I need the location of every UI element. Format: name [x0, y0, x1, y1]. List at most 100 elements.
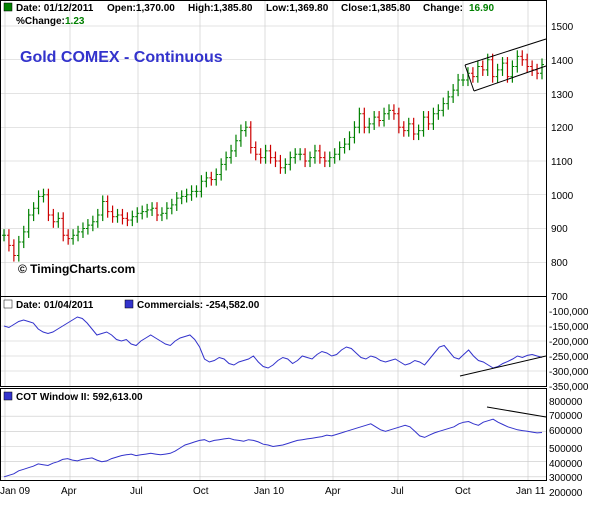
x-tick: Jan 09 — [0, 486, 30, 497]
ohlc-bar — [194, 185, 199, 198]
ohlc-bar — [105, 195, 110, 218]
commercials-line — [3, 316, 543, 369]
ohlc-bar — [174, 192, 179, 211]
ohlc-bar — [199, 175, 204, 198]
cot-y-tick: 400000 — [549, 459, 583, 470]
ohlc-bar — [258, 148, 263, 164]
ohlc-bar — [71, 229, 76, 245]
ohlc-bar — [308, 151, 313, 168]
ohlc-bar — [411, 117, 416, 141]
ohlc-bar — [164, 202, 169, 220]
ohlc-bar — [85, 219, 90, 235]
cot-window-line — [3, 418, 543, 478]
ohlc-bar — [46, 188, 51, 222]
ohlc-bar — [66, 229, 71, 245]
price-y-axis: 1500 1400 1300 1200 1100 1000 900 800 70… — [551, 22, 574, 303]
commercials-trend-line — [459, 355, 547, 377]
header-low: Low:1,369.80 — [266, 3, 329, 14]
header-date: Date: 01/12/2011 — [16, 3, 94, 14]
ohlc-bar — [110, 205, 115, 223]
ohlc-bar — [80, 222, 85, 238]
ohlc-bar — [150, 202, 155, 217]
cot-y-tick: 300000 — [549, 473, 583, 484]
ohlc-bar — [273, 151, 278, 168]
price-y-tick: 900 — [551, 224, 568, 235]
commercials-label: Commercials: -254,582.00 — [137, 300, 260, 311]
ohlc-bar — [100, 195, 105, 222]
ohlc-bar — [441, 97, 446, 117]
ohlc-bar — [293, 148, 298, 164]
channel-left — [464, 64, 475, 92]
ohlc-bar — [451, 84, 456, 103]
ohlc-bar — [26, 208, 31, 238]
ohlc-bar — [401, 121, 406, 137]
ohlc-bar — [16, 235, 21, 262]
cot-y-tick: 600000 — [549, 426, 583, 437]
header-change-label: Change: — [423, 3, 463, 14]
commercials-date-swatch — [3, 299, 13, 309]
commercials-y-tick: -150,000 — [549, 322, 589, 333]
ohlc-bar — [120, 208, 125, 225]
commercials-date: Date: 01/04/2011 — [16, 300, 94, 311]
watermark: © TimingCharts.com — [18, 262, 135, 276]
ohlc-bar — [130, 210, 135, 227]
ohlc-bar — [179, 190, 184, 205]
ohlc-bar — [416, 124, 421, 141]
commercials-y-tick: -100,000 — [549, 307, 589, 318]
ohlc-bar — [41, 188, 46, 203]
ohlc-bar — [36, 190, 41, 215]
ohlc-bar — [238, 124, 243, 147]
ohlc-bar — [426, 111, 431, 130]
cot-legend-swatch — [3, 391, 13, 401]
ohlc-bar — [95, 208, 100, 228]
commercials-y-tick: -350,000 — [549, 382, 589, 393]
ohlc-bar — [214, 168, 219, 186]
ohlc-bar — [11, 239, 16, 262]
ohlc-bar — [135, 207, 140, 223]
ohlc-bar — [357, 107, 362, 134]
ohlc-bar — [327, 151, 332, 168]
x-tick: Oct — [193, 486, 209, 497]
ohlc-bar — [229, 144, 234, 164]
commercials-panel-frame — [0, 296, 547, 387]
channel-lower — [473, 65, 547, 92]
ohlc-bar — [76, 225, 81, 242]
ohlc-bar — [140, 205, 145, 220]
ohlc-bar — [115, 208, 120, 223]
header-change-value: 16.90 — [469, 3, 494, 14]
price-y-tick: 1300 — [551, 90, 574, 101]
ohlc-bar — [386, 104, 391, 120]
commercials-y-axis: -100,000 -150,000 -200,000 -250,000 -300… — [549, 307, 589, 393]
ohlc-bar — [406, 117, 411, 137]
cot-y-tick: 800000 — [549, 397, 583, 408]
ohlc-bar — [352, 121, 357, 144]
x-tick: Apr — [325, 486, 341, 497]
x-tick: Oct — [455, 486, 471, 497]
ohlc-bar — [377, 111, 382, 127]
ohlc-bar — [337, 141, 342, 161]
header-close: Close:1,385.80 — [341, 3, 411, 14]
ohlc-bar — [495, 63, 500, 83]
ohlc-bar — [540, 58, 544, 80]
x-tick: Jan 11 — [516, 486, 546, 497]
price-y-tick: 1400 — [551, 56, 574, 67]
ohlc-bar — [391, 104, 396, 120]
ohlc-bar — [283, 158, 288, 174]
ohlc-bar — [278, 154, 283, 174]
ohlc-bar — [268, 144, 273, 164]
ohlc-bar — [367, 117, 372, 134]
price-y-tick: 1000 — [551, 191, 574, 202]
ohlc-bar — [288, 151, 293, 171]
header-high: High:1,385.80 — [188, 3, 253, 14]
price-y-tick: 1200 — [551, 123, 574, 134]
ohlc-bar — [298, 148, 303, 161]
ohlc-bar — [204, 171, 209, 188]
ohlc-bar — [372, 111, 377, 130]
ohlc-bar — [2, 229, 6, 242]
ohlc-bar — [155, 202, 160, 222]
header-open: Open:1,370.00 — [107, 3, 175, 14]
x-tick: Apr — [61, 486, 77, 497]
ohlc-bar — [500, 57, 505, 76]
commercials-legend-swatch — [124, 299, 134, 309]
